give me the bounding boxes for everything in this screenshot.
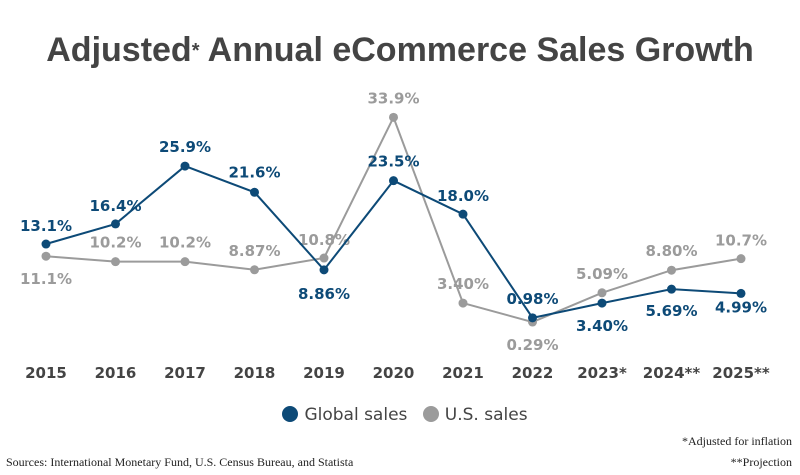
legend-marker-us bbox=[422, 406, 439, 422]
data-point-us bbox=[667, 265, 676, 275]
data-label-global: 8.86% bbox=[298, 285, 350, 303]
data-label-us: 8.80% bbox=[645, 242, 697, 260]
data-point-global bbox=[458, 209, 468, 219]
series-line-global bbox=[45, 164, 742, 319]
data-label-us: 0.29% bbox=[506, 336, 558, 354]
footnote-adjusted: *Adjusted for inflation bbox=[682, 434, 792, 448]
legend-marker-global bbox=[282, 406, 299, 422]
data-label-us: 10.8% bbox=[298, 231, 350, 249]
data-point-us bbox=[180, 257, 190, 267]
footnote-projection: **Projection bbox=[730, 455, 792, 469]
data-label-global: 5.69% bbox=[645, 302, 697, 320]
data-label-global: 4.99% bbox=[715, 298, 767, 316]
data-label-us: 5.09% bbox=[576, 265, 628, 283]
x-tick-label: 2015 bbox=[25, 364, 67, 382]
data-point-global bbox=[41, 239, 51, 249]
data-label-global: 16.4% bbox=[89, 197, 141, 215]
data-label-us: 33.9% bbox=[367, 89, 419, 107]
data-point-us bbox=[389, 112, 398, 122]
x-tick-label: 2020 bbox=[373, 364, 415, 382]
data-label-global: 25.9% bbox=[159, 138, 211, 156]
x-tick-label: 2016 bbox=[95, 364, 137, 382]
footnote-sources: Sources: International Monetary Fund, U.… bbox=[6, 455, 354, 469]
data-point-us bbox=[250, 265, 259, 275]
x-tick-label: 2024** bbox=[643, 364, 701, 382]
x-tick-label: 2022 bbox=[512, 364, 554, 382]
data-point-global bbox=[111, 219, 120, 229]
data-point-us bbox=[41, 251, 51, 261]
legend: Global sales U.S. sales bbox=[0, 405, 800, 425]
series-line-us bbox=[45, 114, 742, 324]
legend-label-us: U.S. sales bbox=[444, 405, 528, 425]
data-label-global: 21.6% bbox=[228, 163, 280, 181]
legend-label-global: Global sales bbox=[304, 405, 408, 425]
data-label-us: 8.87% bbox=[228, 242, 280, 260]
x-tick-label: 2019 bbox=[303, 364, 345, 382]
x-tick-label: 2023* bbox=[577, 364, 627, 382]
chart-title: Adjusted* Annual eCommerce Sales Growth bbox=[0, 30, 800, 71]
data-point-global bbox=[389, 176, 398, 186]
data-label-us: 10.2% bbox=[159, 234, 211, 252]
title-asterisk: * bbox=[191, 40, 200, 62]
data-label-us: 10.7% bbox=[715, 232, 767, 250]
data-label-global: 23.5% bbox=[367, 153, 419, 171]
data-label-us: 3.40% bbox=[437, 275, 489, 293]
data-point-global bbox=[319, 265, 329, 275]
title-main: Adjusted bbox=[46, 31, 192, 69]
data-point-us bbox=[597, 288, 607, 298]
x-tick-label: 2021 bbox=[442, 364, 484, 382]
data-label-global: 0.98% bbox=[506, 290, 558, 308]
data-point-global bbox=[597, 298, 607, 308]
data-point-us bbox=[111, 257, 120, 267]
data-point-global bbox=[736, 288, 746, 298]
data-label-global: 13.1% bbox=[20, 217, 72, 235]
data-point-us bbox=[319, 253, 329, 263]
data-label-us: 11.1% bbox=[20, 270, 72, 288]
data-point-global bbox=[528, 313, 537, 323]
data-label-global: 18.0% bbox=[437, 187, 489, 205]
data-point-us bbox=[736, 254, 746, 264]
data-point-global bbox=[667, 284, 676, 294]
x-tick-label: 2025** bbox=[712, 364, 770, 382]
title-rest: Annual eCommerce Sales Growth bbox=[199, 31, 754, 69]
x-tick-label: 2017 bbox=[164, 364, 206, 382]
data-point-global bbox=[250, 187, 259, 197]
data-label-us: 10.2% bbox=[89, 234, 141, 252]
data-point-us bbox=[458, 298, 468, 308]
data-label-global: 3.40% bbox=[576, 317, 628, 335]
x-tick-label: 2018 bbox=[234, 364, 276, 382]
data-point-global bbox=[180, 161, 190, 171]
